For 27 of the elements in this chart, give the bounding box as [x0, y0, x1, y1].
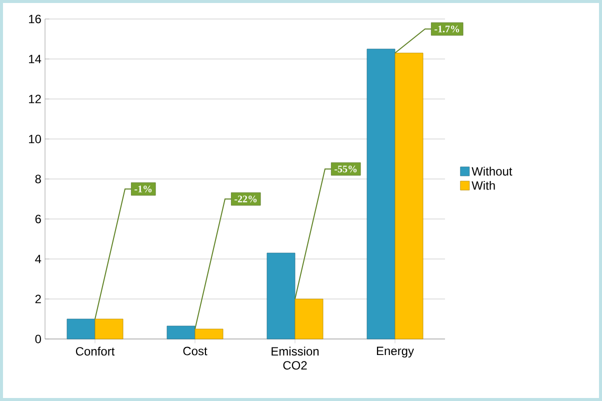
x-tick-label: Cost — [183, 346, 208, 356]
annotation: -55% — [334, 166, 357, 172]
y-tick-label: 6 — [35, 214, 41, 224]
bar — [294, 298, 324, 340]
annotation: -1% — [134, 186, 152, 192]
bar — [94, 318, 124, 340]
bar — [66, 318, 96, 340]
x-tick-label: Emission CO2 — [272, 346, 319, 370]
y-tick-label: 14 — [29, 54, 42, 64]
y-tick-label: 10 — [29, 134, 42, 144]
x-tick-label: Confort — [76, 346, 115, 356]
y-tick-label: 8 — [35, 174, 41, 184]
y-tick-label: 2 — [35, 294, 41, 304]
bar — [266, 252, 296, 340]
legend-label: With — [472, 180, 495, 190]
bar — [194, 328, 224, 340]
bar — [394, 52, 424, 340]
y-tick-label: 12 — [29, 94, 41, 104]
bar — [366, 48, 396, 340]
x-tick-label: Energy — [376, 346, 414, 358]
y-tick-label: 4 — [35, 254, 42, 264]
y-tick-label: 16 — [29, 14, 41, 24]
annotation: -22% — [234, 196, 257, 202]
legend-label: Without — [472, 166, 512, 176]
annotation: -1.7% — [434, 26, 460, 32]
bar — [166, 326, 196, 340]
y-tick-label: 0 — [35, 334, 42, 344]
